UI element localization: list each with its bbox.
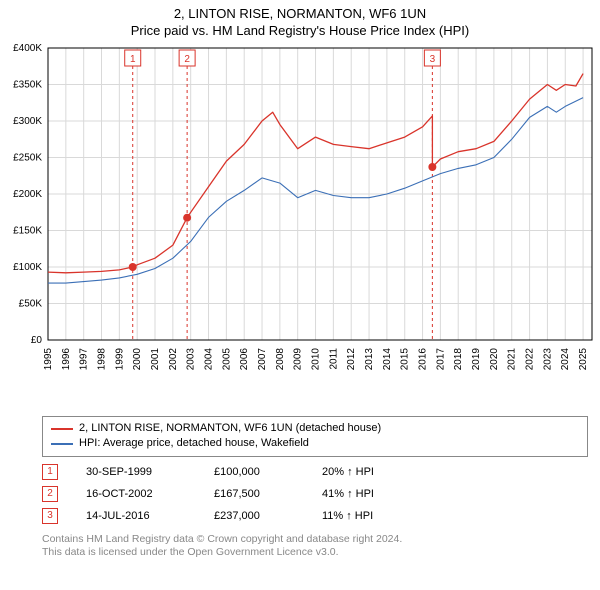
svg-text:2011: 2011: [328, 348, 339, 370]
marker-badge: 1: [42, 464, 58, 480]
footer-attribution: Contains HM Land Registry data © Crown c…: [42, 533, 588, 560]
marker-date: 14-JUL-2016: [86, 510, 186, 522]
svg-text:1996: 1996: [61, 348, 72, 371]
legend-swatch: [51, 428, 73, 430]
svg-text:£400K: £400K: [13, 43, 42, 54]
marker-badge: 3: [42, 508, 58, 524]
title-block: 2, LINTON RISE, NORMANTON, WF6 1UN Price…: [0, 0, 600, 40]
marker-price: £167,500: [214, 488, 294, 500]
svg-text:1995: 1995: [43, 348, 54, 371]
svg-text:2: 2: [184, 54, 190, 65]
marker-pct: 11% ↑ HPI: [322, 510, 412, 522]
svg-text:1: 1: [130, 54, 136, 65]
svg-text:£50K: £50K: [19, 299, 43, 310]
svg-text:2024: 2024: [560, 348, 571, 371]
svg-text:2003: 2003: [186, 348, 197, 371]
marker-pct: 20% ↑ HPI: [322, 466, 412, 478]
svg-text:2019: 2019: [471, 348, 482, 371]
line-chart-svg: £0 £50K £100K £150K £200K £250K £300K £350K £400…: [0, 40, 600, 410]
legend-item: HPI: Average price, detached house, Wake…: [51, 436, 579, 451]
footer-line: This data is licensed under the Open Gov…: [42, 546, 588, 560]
svg-text:£0: £0: [31, 335, 43, 346]
svg-text:2006: 2006: [239, 348, 250, 371]
footer-line: Contains HM Land Registry data © Crown c…: [42, 533, 588, 547]
svg-text:2018: 2018: [453, 348, 464, 371]
svg-text:2015: 2015: [400, 348, 411, 371]
svg-text:2017: 2017: [435, 348, 446, 371]
svg-text:2010: 2010: [311, 348, 322, 371]
legend-item: 2, LINTON RISE, NORMANTON, WF6 1UN (deta…: [51, 421, 579, 436]
svg-text:2021: 2021: [507, 348, 518, 371]
marker-badge: 2: [42, 486, 58, 502]
svg-text:£150K: £150K: [13, 226, 42, 237]
svg-text:2005: 2005: [221, 348, 232, 371]
marker-price: £100,000: [214, 466, 294, 478]
chart-area: £0 £50K £100K £150K £200K £250K £300K £350K £400…: [0, 40, 600, 410]
legend-label: HPI: Average price, detached house, Wake…: [79, 436, 309, 451]
svg-text:2013: 2013: [364, 348, 375, 371]
marker-price: £237,000: [214, 510, 294, 522]
svg-text:2025: 2025: [578, 348, 589, 371]
svg-text:3: 3: [430, 54, 436, 65]
table-row: 3 14-JUL-2016 £237,000 11% ↑ HPI: [42, 505, 588, 527]
svg-text:2014: 2014: [382, 348, 393, 371]
svg-text:1997: 1997: [79, 348, 90, 371]
svg-text:2004: 2004: [204, 348, 215, 371]
svg-text:£100K: £100K: [13, 262, 42, 273]
title-address: 2, LINTON RISE, NORMANTON, WF6 1UN: [0, 6, 600, 21]
legend: 2, LINTON RISE, NORMANTON, WF6 1UN (deta…: [42, 416, 588, 457]
svg-text:2008: 2008: [275, 348, 286, 371]
legend-swatch: [51, 443, 73, 445]
svg-text:£300K: £300K: [13, 116, 42, 127]
svg-text:2012: 2012: [346, 348, 357, 371]
svg-text:2016: 2016: [418, 348, 429, 371]
table-row: 1 30-SEP-1999 £100,000 20% ↑ HPI: [42, 461, 588, 483]
legend-label: 2, LINTON RISE, NORMANTON, WF6 1UN (deta…: [79, 421, 381, 436]
marker-pct: 41% ↑ HPI: [322, 488, 412, 500]
svg-text:2009: 2009: [293, 348, 304, 371]
svg-text:1998: 1998: [97, 348, 108, 371]
title-subtitle: Price paid vs. HM Land Registry's House …: [0, 23, 600, 38]
svg-text:2022: 2022: [525, 348, 536, 371]
svg-text:£200K: £200K: [13, 189, 42, 200]
svg-text:£250K: £250K: [13, 153, 42, 164]
svg-text:2020: 2020: [489, 348, 500, 371]
svg-text:2007: 2007: [257, 348, 268, 371]
chart-container: 2, LINTON RISE, NORMANTON, WF6 1UN Price…: [0, 0, 600, 560]
svg-text:2023: 2023: [542, 348, 553, 371]
svg-text:1999: 1999: [114, 348, 125, 371]
sale-marker-table: 1 30-SEP-1999 £100,000 20% ↑ HPI 2 16-OC…: [42, 461, 588, 527]
marker-date: 30-SEP-1999: [86, 466, 186, 478]
svg-text:2001: 2001: [150, 348, 161, 371]
marker-date: 16-OCT-2002: [86, 488, 186, 500]
table-row: 2 16-OCT-2002 £167,500 41% ↑ HPI: [42, 483, 588, 505]
svg-text:2000: 2000: [132, 348, 143, 371]
svg-text:£350K: £350K: [13, 80, 42, 91]
svg-text:2002: 2002: [168, 348, 179, 371]
